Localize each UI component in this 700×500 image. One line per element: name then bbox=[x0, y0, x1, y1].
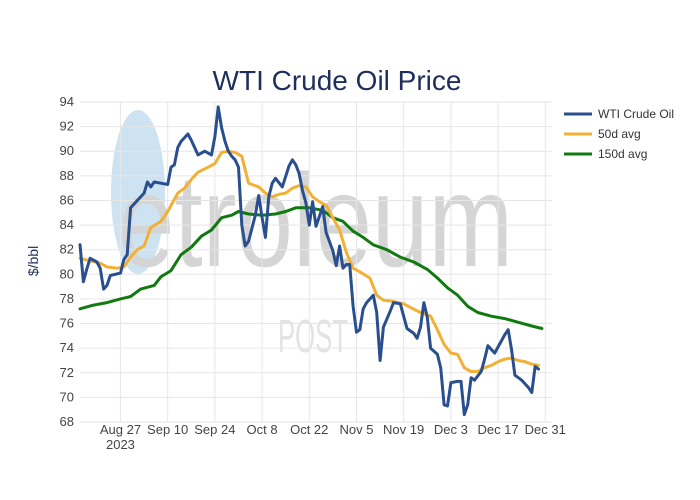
plot-lines bbox=[78, 105, 544, 417]
y-tick-label: 70 bbox=[60, 389, 74, 404]
y-tick-label: 94 bbox=[60, 94, 74, 109]
series-line-3 bbox=[78, 206, 544, 330]
x-tick-label: Dec 17 bbox=[477, 422, 518, 437]
x-tick-label: Oct 8 bbox=[247, 422, 278, 437]
legend-label: 150d avg bbox=[598, 147, 647, 161]
x-tick-label: Oct 22 bbox=[290, 422, 328, 437]
y-axis-title: $/bbl bbox=[25, 246, 41, 276]
y-axis: 68 70 72 74 76 78 80 82 84 86 88 90 92 94 bbox=[60, 94, 74, 429]
x-tick-label: Sep 24 bbox=[194, 422, 235, 437]
y-tick-label: 80 bbox=[60, 266, 74, 281]
x-tick-label: Nov 5 bbox=[339, 422, 373, 437]
x-tick-label: Dec 3 bbox=[434, 422, 468, 437]
series-line-1 bbox=[78, 105, 540, 417]
y-tick-label: 82 bbox=[60, 242, 74, 257]
series-line-2 bbox=[78, 149, 540, 373]
y-tick-label: 86 bbox=[60, 192, 74, 207]
x-tick-label: Nov 19 bbox=[383, 422, 424, 437]
y-tick-label: 78 bbox=[60, 291, 74, 306]
y-tick-label: 88 bbox=[60, 168, 74, 183]
y-tick-label: 76 bbox=[60, 316, 74, 331]
y-tick-label: 68 bbox=[60, 414, 74, 429]
x-tick-label: Sep 10 bbox=[147, 422, 188, 437]
y-tick-label: 92 bbox=[60, 119, 74, 134]
legend-label: 50d avg bbox=[598, 127, 641, 141]
y-tick-label: 84 bbox=[60, 217, 74, 232]
chart-title: WTI Crude Oil Price bbox=[213, 65, 462, 96]
legend: WTI Crude Oil 50d avg 150d avg bbox=[564, 107, 674, 161]
x-tick-label: Aug 27 bbox=[100, 422, 141, 437]
y-tick-label: 72 bbox=[60, 365, 74, 380]
legend-label: WTI Crude Oil bbox=[598, 107, 674, 121]
watermark-subtext: POST bbox=[278, 310, 348, 362]
x-tick-label: Dec 31 bbox=[525, 422, 566, 437]
y-tick-label: 74 bbox=[60, 340, 74, 355]
x-tick-sublabel: 2023 bbox=[106, 437, 135, 452]
y-tick-label: 90 bbox=[60, 143, 74, 158]
